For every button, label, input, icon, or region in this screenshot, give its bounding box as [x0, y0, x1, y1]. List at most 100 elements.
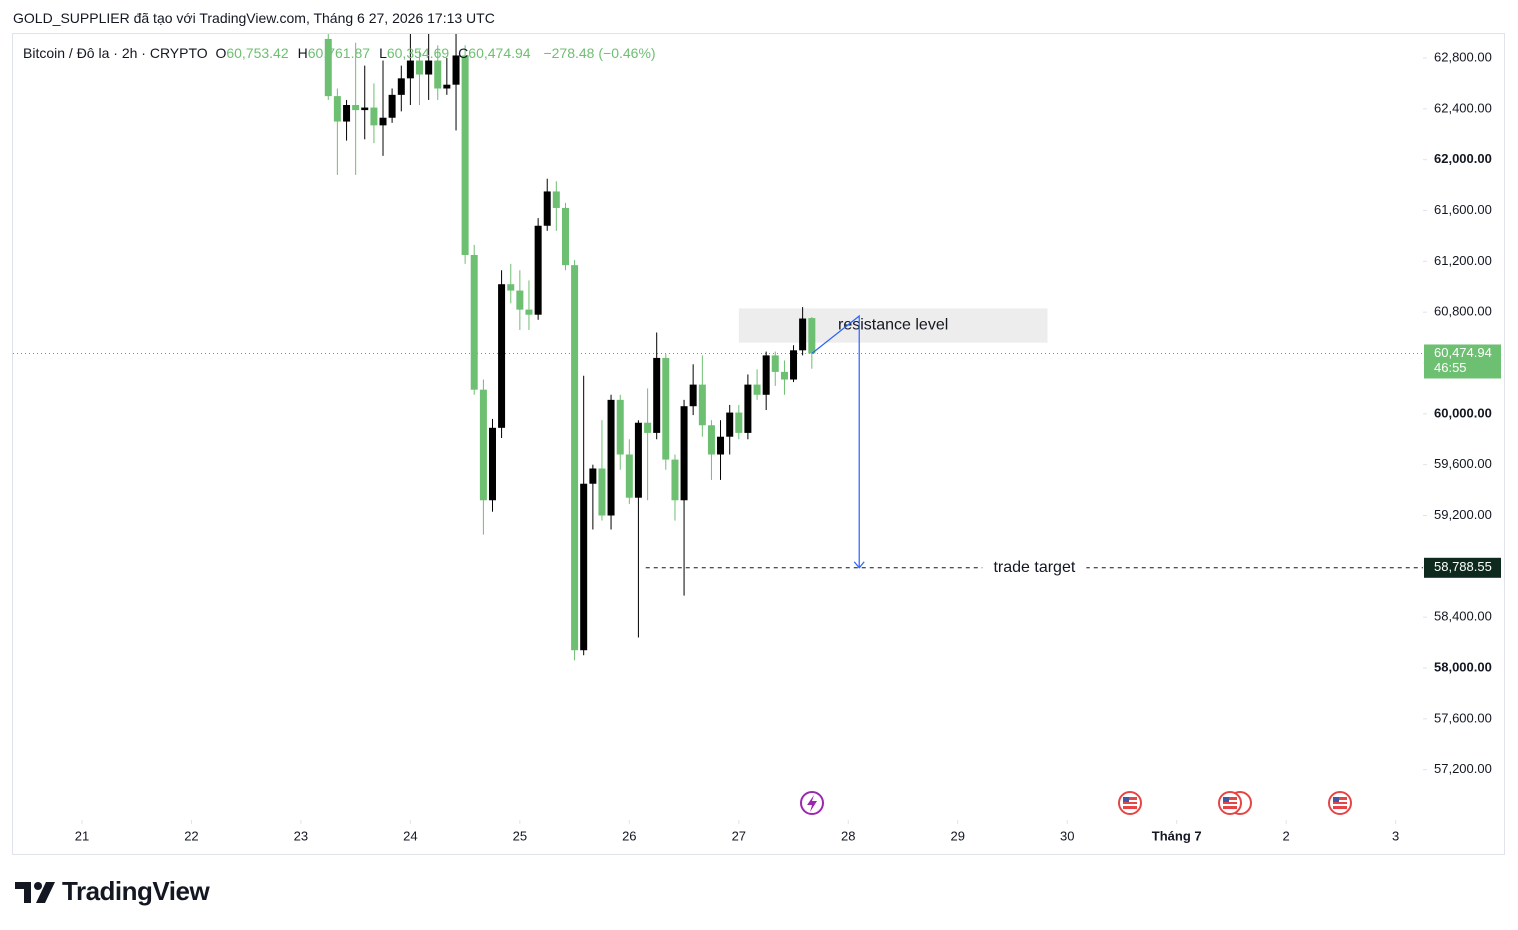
y-tick-label: 59,200.00: [1434, 507, 1492, 522]
y-tick-label: 60,000.00: [1434, 405, 1492, 420]
candle-body: [543, 191, 551, 226]
candle-body: [343, 105, 351, 122]
candle-body: [753, 384, 761, 395]
candle-body: [488, 427, 496, 501]
candle-body: [415, 60, 423, 75]
candle-body: [552, 191, 560, 208]
candle-body: [662, 357, 670, 460]
y-tick-label: 62,000.00: [1434, 151, 1492, 166]
x-tick-label: 26: [622, 828, 636, 843]
x-tick-label: 27: [732, 828, 746, 843]
candle-body: [507, 284, 515, 291]
arrow-head: [853, 561, 865, 569]
brand-name: TradingView: [62, 876, 210, 906]
candle-body: [479, 389, 487, 501]
x-tick-label: 3: [1392, 828, 1399, 843]
symbol-title: Bitcoin / Đô la · 2h · CRYPTO: [23, 45, 208, 61]
resistance-label: resistance level: [838, 317, 948, 334]
event-flag: [1328, 791, 1352, 815]
candle-body: [388, 94, 396, 118]
x-tick-label: 28: [841, 828, 855, 843]
event-flag: [1218, 791, 1252, 815]
candle-body: [443, 84, 451, 89]
candle-body: [790, 350, 798, 380]
last-price-tag: [1424, 344, 1501, 379]
candle-body: [634, 422, 642, 498]
price-change: −278.48 (−0.46%): [543, 45, 656, 61]
x-tick-label: 21: [75, 828, 89, 843]
candle-body: [680, 406, 688, 501]
candle-body: [671, 459, 679, 501]
event-icon: [800, 791, 824, 815]
candle-body: [744, 384, 752, 433]
y-tick-label: 58,400.00: [1434, 609, 1492, 624]
y-tick-label: 62,400.00: [1434, 100, 1492, 115]
y-tick-label: 61,600.00: [1434, 202, 1492, 217]
ohlc-label: O: [215, 45, 227, 61]
projection-line: [811, 314, 860, 568]
y-tick-label: 57,600.00: [1434, 710, 1492, 725]
candle-body: [607, 399, 615, 516]
candle-body: [780, 371, 788, 380]
brand-logo: [15, 882, 55, 903]
candle-body: [580, 483, 588, 651]
countdown: 46:55: [1434, 360, 1467, 375]
x-tick-label: 30: [1060, 828, 1074, 843]
candle-body: [644, 422, 652, 433]
candle-body: [735, 412, 743, 433]
candle-body: [571, 265, 579, 651]
ohlc-value: 60,474.94: [468, 45, 531, 61]
chart-frame: [12, 33, 1505, 855]
candle-body: [562, 207, 570, 266]
candle-body: [616, 399, 624, 455]
candle-body: [370, 107, 378, 126]
y-tick-label: 58,000.00: [1434, 659, 1492, 674]
candle-body: [707, 425, 715, 455]
candle-body: [598, 468, 606, 516]
x-tick-label: 2: [1283, 828, 1290, 843]
resistance-zone: [738, 308, 1048, 343]
candle-body: [352, 105, 360, 111]
candle-body: [726, 412, 734, 437]
symbol-legend: Bitcoin / Đô la · 2h · CRYPTO O60,753.42…: [23, 45, 656, 61]
x-tick-label: 29: [951, 828, 965, 843]
ohlc-value: 60,761.87: [307, 45, 371, 61]
candle-body: [516, 290, 524, 310]
candle-body: [698, 384, 706, 426]
candle-body: [762, 355, 770, 395]
candle-body: [525, 309, 533, 315]
plot-area: [13, 34, 1423, 661]
target-label-bg: [982, 557, 1087, 578]
ohlc-value: 60,354.69: [386, 45, 450, 61]
last-price-label: 60,474.94: [1434, 345, 1492, 360]
candle-body: [397, 78, 405, 95]
candle-body: [406, 60, 414, 79]
candle-body: [470, 254, 478, 390]
y-tick-label: 61,200.00: [1434, 253, 1492, 268]
candle-body: [799, 318, 807, 351]
ohlc-values: O60,753.42 H60,761.87 L60,354.69 C60,474.94: [215, 45, 539, 61]
candle-body: [452, 55, 460, 85]
x-tick-label: Tháng 7: [1152, 828, 1202, 843]
x-tick-label: 24: [403, 828, 417, 843]
y-tick-label: 60,800.00: [1434, 304, 1492, 319]
caption: GOLD_SUPPLIER đã tạo với TradingView.com…: [13, 10, 495, 26]
ohlc-label: H: [297, 45, 308, 61]
candle-body: [379, 117, 387, 126]
candle-body: [461, 55, 469, 255]
candle-body: [498, 284, 506, 428]
candle-body: [625, 454, 633, 498]
event-flag: [1118, 791, 1142, 815]
candle-body: [808, 318, 816, 354]
candle-body: [689, 384, 697, 407]
candle-body: [425, 60, 433, 75]
x-tick-label: 25: [513, 828, 527, 843]
x-tick-label: 23: [294, 828, 308, 843]
candle-body: [534, 225, 542, 315]
candle-body: [333, 96, 341, 122]
ohlc-label: L: [379, 45, 387, 61]
y-tick-label: 59,600.00: [1434, 456, 1492, 471]
y-tick-label: 62,800.00: [1434, 49, 1492, 64]
